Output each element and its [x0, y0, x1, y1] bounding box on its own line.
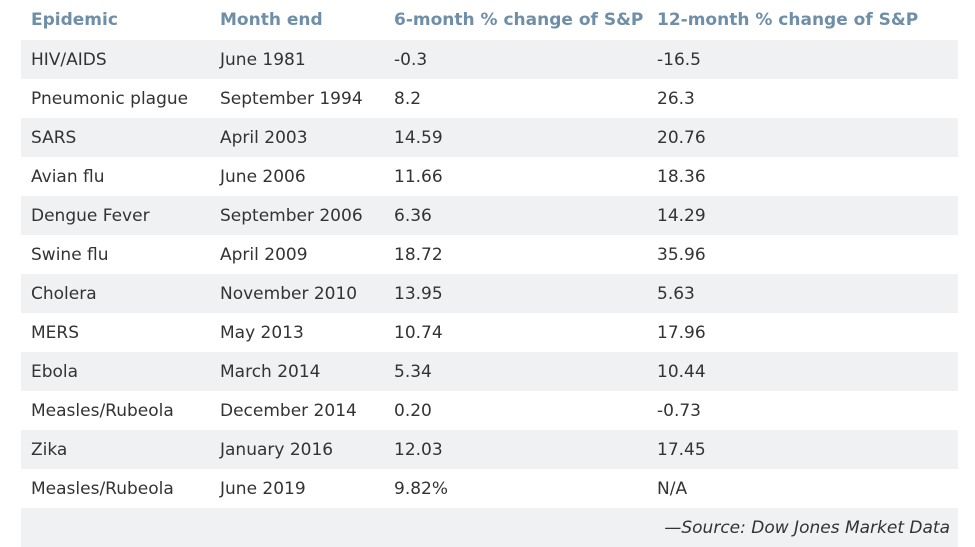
table-header-row: Epidemic Month end 6-month % change of S…: [21, 0, 958, 40]
cell-month-end: September 2006: [210, 196, 384, 235]
cell-month-end: April 2003: [210, 118, 384, 157]
table-row: Pneumonic plague September 1994 8.2 26.3: [21, 79, 958, 118]
cell-12-month-change: 10.44: [647, 352, 958, 391]
epidemic-sp-table: Epidemic Month end 6-month % change of S…: [21, 0, 958, 547]
cell-epidemic: Zika: [21, 430, 210, 469]
table-row: Measles/Rubeola December 2014 0.20 -0.73: [21, 391, 958, 430]
table-body: HIV/AIDS June 1981 -0.3 -16.5 Pneumonic plag…: [21, 40, 958, 508]
column-header-month-end: Month end: [210, 0, 384, 40]
data-table-container: Epidemic Month end 6-month % change of S…: [21, 0, 958, 547]
cell-12-month-change: 14.29: [647, 196, 958, 235]
cell-epidemic: Ebola: [21, 352, 210, 391]
cell-epidemic: Measles/Rubeola: [21, 391, 210, 430]
table-row: HIV/AIDS June 1981 -0.3 -16.5: [21, 40, 958, 79]
cell-12-month-change: 35.96: [647, 235, 958, 274]
cell-epidemic: MERS: [21, 313, 210, 352]
cell-epidemic: Cholera: [21, 274, 210, 313]
table-row: Measles/Rubeola June 2019 9.82% N/A: [21, 469, 958, 508]
source-note: —Source: Dow Jones Market Data: [21, 508, 958, 547]
cell-6-month-change: 11.66: [384, 157, 647, 196]
cell-6-month-change: 14.59: [384, 118, 647, 157]
cell-6-month-change: 13.95: [384, 274, 647, 313]
cell-epidemic: Measles/Rubeola: [21, 469, 210, 508]
cell-6-month-change: 9.82%: [384, 469, 647, 508]
table-row: MERS May 2013 10.74 17.96: [21, 313, 958, 352]
cell-month-end: June 1981: [210, 40, 384, 79]
cell-epidemic: HIV/AIDS: [21, 40, 210, 79]
cell-epidemic: Pneumonic plague: [21, 79, 210, 118]
cell-month-end: March 2014: [210, 352, 384, 391]
cell-month-end: June 2006: [210, 157, 384, 196]
table-row: Ebola March 2014 5.34 10.44: [21, 352, 958, 391]
cell-6-month-change: 5.34: [384, 352, 647, 391]
cell-12-month-change: N/A: [647, 469, 958, 508]
cell-6-month-change: 12.03: [384, 430, 647, 469]
cell-12-month-change: 17.96: [647, 313, 958, 352]
cell-6-month-change: 18.72: [384, 235, 647, 274]
cell-12-month-change: 20.76: [647, 118, 958, 157]
cell-12-month-change: 18.36: [647, 157, 958, 196]
cell-6-month-change: 6.36: [384, 196, 647, 235]
cell-epidemic: Dengue Fever: [21, 196, 210, 235]
cell-epidemic: Swine flu: [21, 235, 210, 274]
table-row: Zika January 2016 12.03 17.45: [21, 430, 958, 469]
table-row: Avian flu June 2006 11.66 18.36: [21, 157, 958, 196]
cell-month-end: April 2009: [210, 235, 384, 274]
cell-month-end: May 2013: [210, 313, 384, 352]
column-header-6-month-change: 6-month % change of S&P: [384, 0, 647, 40]
cell-12-month-change: 26.3: [647, 79, 958, 118]
cell-month-end: November 2010: [210, 274, 384, 313]
column-header-epidemic: Epidemic: [21, 0, 210, 40]
cell-month-end: September 1994: [210, 79, 384, 118]
source-row: —Source: Dow Jones Market Data: [21, 508, 958, 547]
table-row: Cholera November 2010 13.95 5.63: [21, 274, 958, 313]
table-row: Dengue Fever September 2006 6.36 14.29: [21, 196, 958, 235]
cell-month-end: January 2016: [210, 430, 384, 469]
cell-month-end: December 2014: [210, 391, 384, 430]
cell-6-month-change: 10.74: [384, 313, 647, 352]
column-header-12-month-change: 12-month % change of S&P: [647, 0, 958, 40]
cell-month-end: June 2019: [210, 469, 384, 508]
cell-12-month-change: -16.5: [647, 40, 958, 79]
cell-epidemic: SARS: [21, 118, 210, 157]
cell-6-month-change: 8.2: [384, 79, 647, 118]
cell-12-month-change: -0.73: [647, 391, 958, 430]
cell-epidemic: Avian flu: [21, 157, 210, 196]
cell-6-month-change: -0.3: [384, 40, 647, 79]
cell-12-month-change: 17.45: [647, 430, 958, 469]
table-row: SARS April 2003 14.59 20.76: [21, 118, 958, 157]
cell-12-month-change: 5.63: [647, 274, 958, 313]
table-row: Swine flu April 2009 18.72 35.96: [21, 235, 958, 274]
cell-6-month-change: 0.20: [384, 391, 647, 430]
